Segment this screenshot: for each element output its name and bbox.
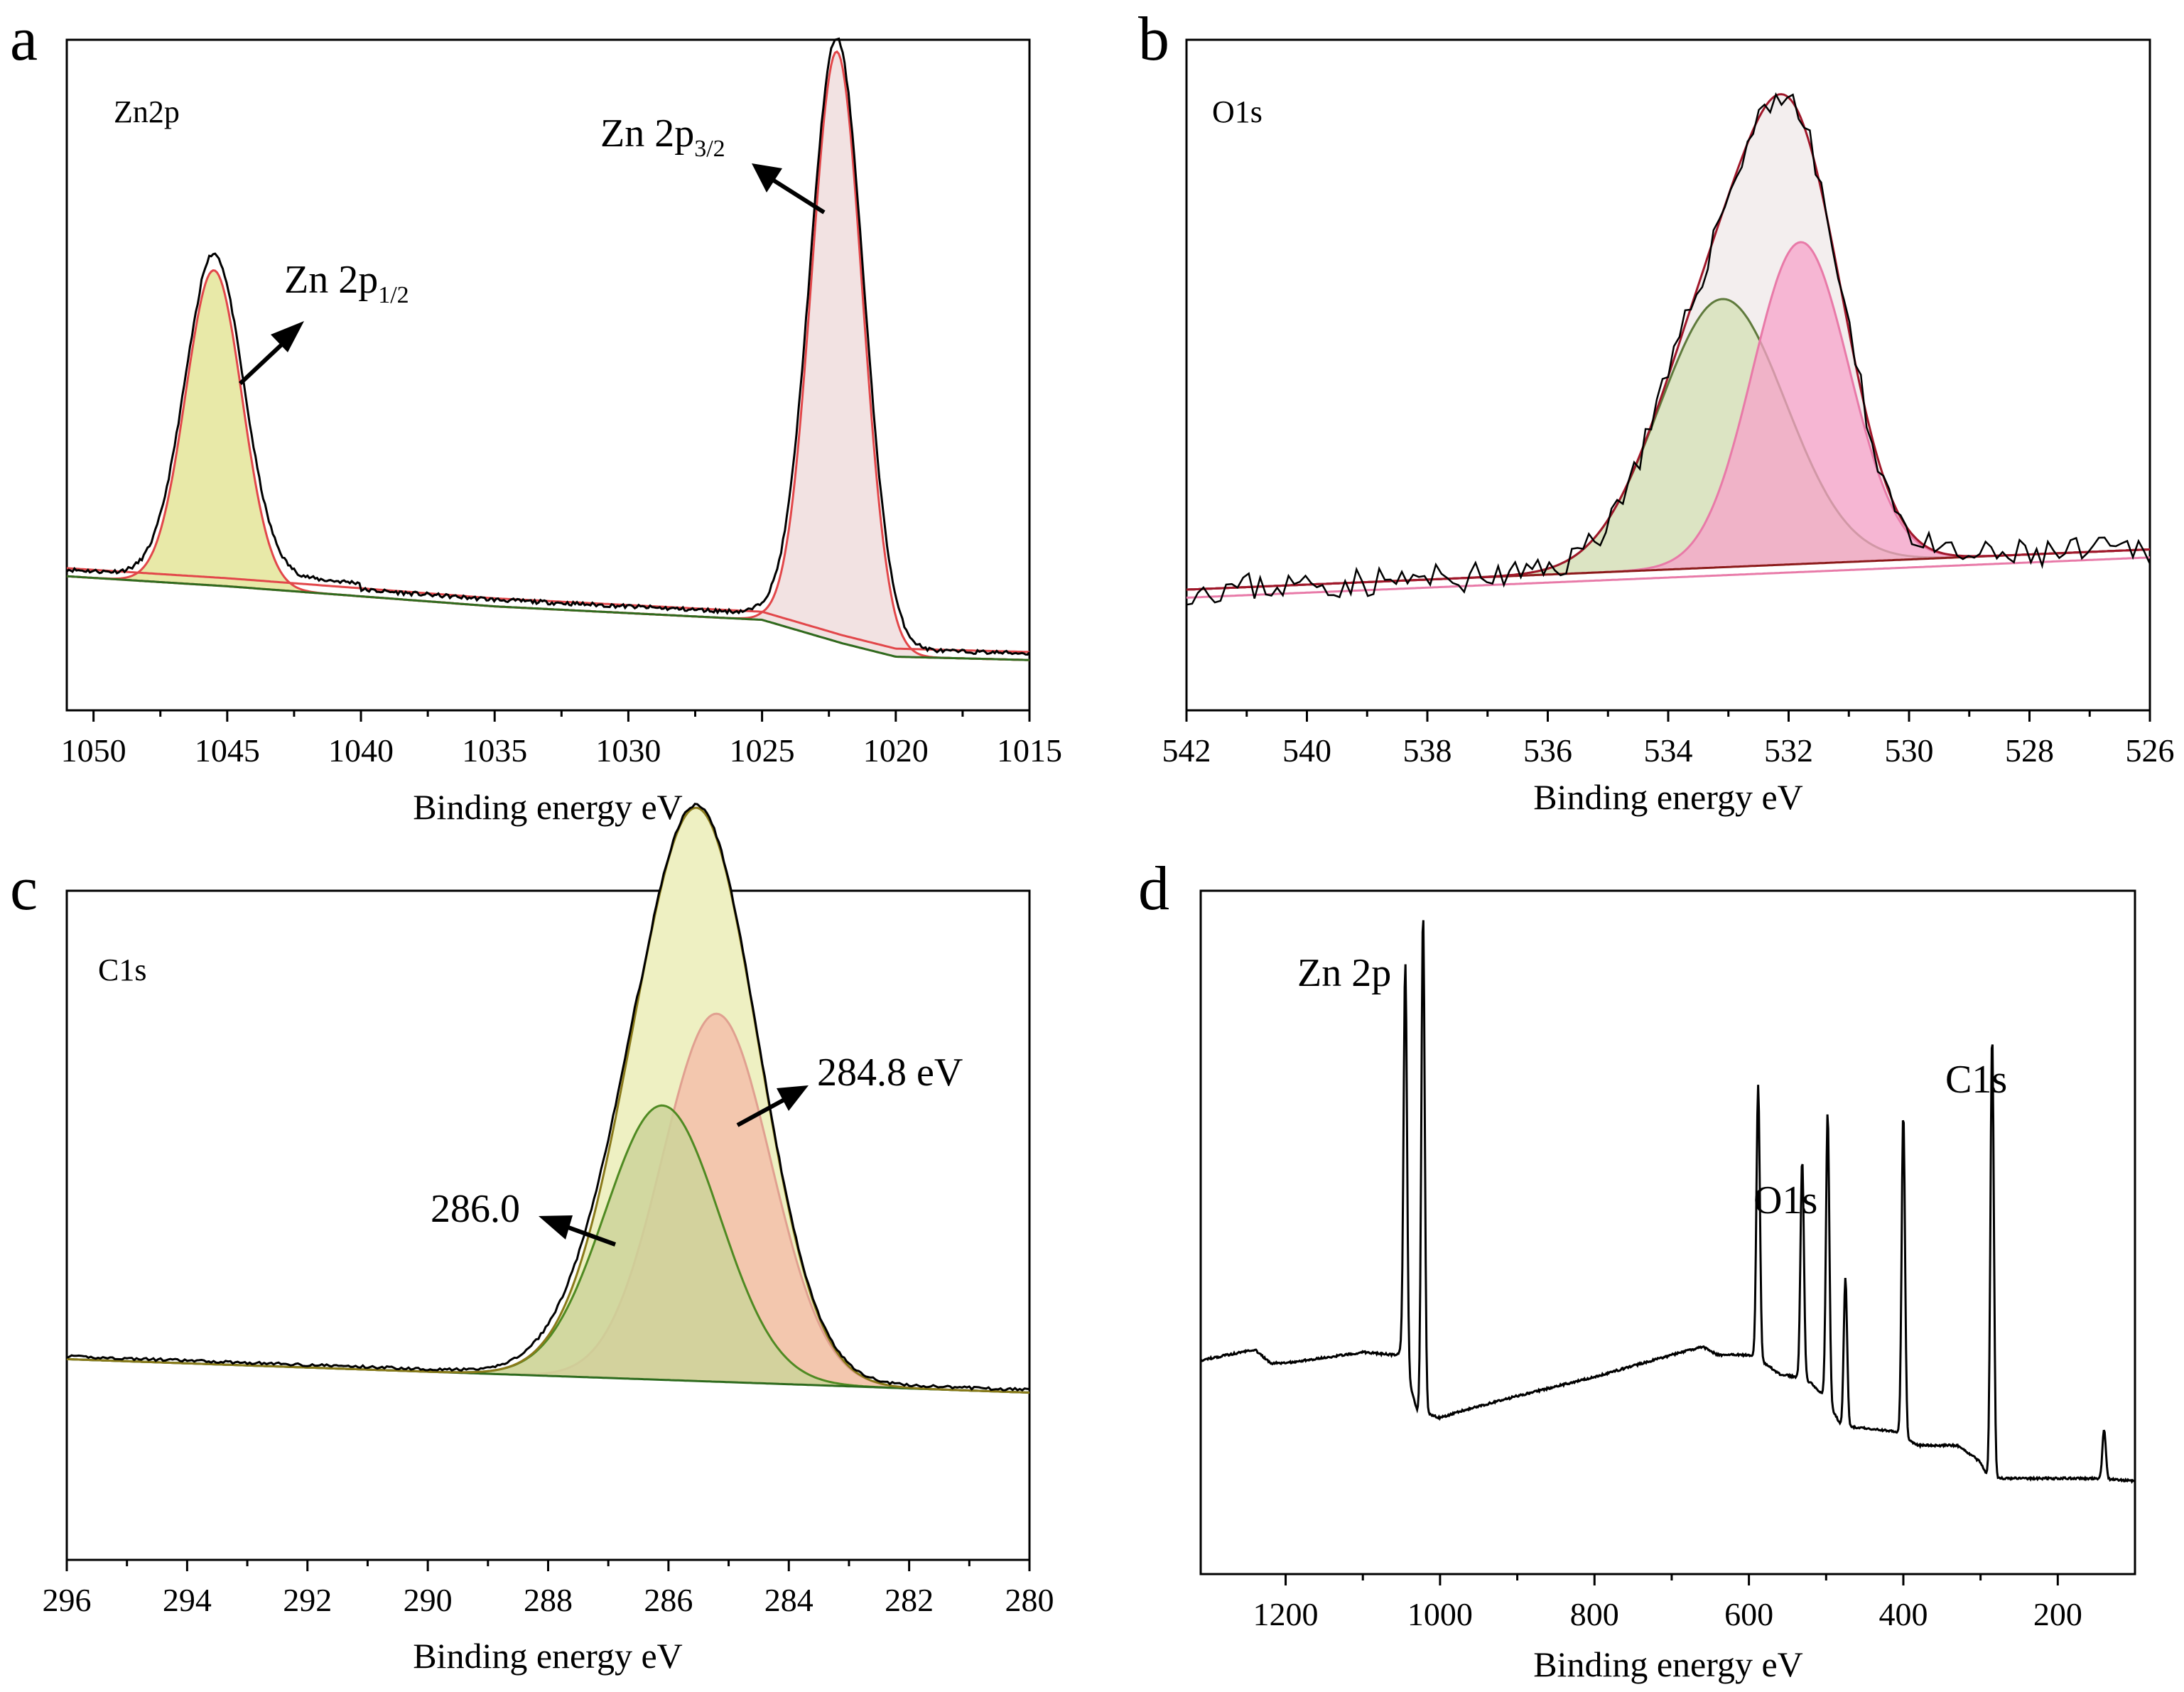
panel-c-inner-label: C1s [98,953,146,987]
x-tick-label: 1020 [863,732,929,769]
panel-c-c1s: c C1s 296 294 292 290 288 286 284 282 280 Bindin… [10,803,1054,1676]
x-tick-label: 800 [1570,1596,1619,1632]
x-tick-label: 290 [404,1582,453,1618]
panel-d-xlabel: Binding energy eV [1533,1644,1803,1684]
panel-b-o1s: b O1s 542 540 538 536 534 532 530 528 526 Bindin… [1138,5,2175,817]
panel-a-xlabel: Binding energy eV [413,787,683,827]
arrow-286-line [567,1225,617,1247]
x-tick-label: 534 [1644,732,1693,769]
arrow-2848-head [777,1085,809,1111]
panel-a-annotation-zn2p32: Zn 2p3/2 [600,112,826,215]
panel-b-inner-label: O1s [1212,94,1263,129]
survey-spectrum [1199,920,2136,1485]
panel-a-ticks: 1050 1045 1040 1035 1030 1025 1020 1015 [61,710,1062,769]
panel-d-letter: d [1138,855,1169,923]
x-tick-label: 1040 [328,732,394,769]
panel-b-letter: b [1138,5,1169,74]
arrow-zn2p12-line [238,337,289,386]
c1s-component-fill-1 [67,1105,1029,1393]
panel-d-survey: d 1200 1000 800 600 400 200 Binding energy eV… [1138,855,2136,1684]
x-tick-label: 200 [2033,1596,2082,1632]
arrow-286-head [539,1215,573,1240]
panel-c-annotation-2848: 284.8 eV [736,1051,963,1127]
c1s-raw-data [66,803,1030,1392]
x-tick-label: 538 [1403,732,1452,769]
panel-c-series [66,803,1030,1394]
x-tick-label: 400 [1878,1596,1928,1632]
panel-d-series [1199,920,2136,1485]
label-zn2p32: Zn 2p3/2 [600,112,725,162]
x-tick-label: 542 [1162,732,1211,769]
c1s-component-fill-0 [67,1014,1029,1393]
x-tick-label: 294 [163,1582,212,1618]
panel-a-letter: a [10,5,38,74]
panel-c-letter: c [10,855,38,923]
x-tick-label: 292 [283,1582,332,1618]
panel-c-annotation-286: 286.0 [431,1187,617,1247]
label-2848: 284.8 eV [817,1051,963,1095]
x-tick-label: 280 [1005,1582,1054,1618]
zn-raw-data [66,37,1031,656]
x-tick-label: 536 [1523,732,1572,769]
x-tick-label: 1015 [997,732,1062,769]
x-tick-label: 1045 [195,732,260,769]
x-tick-label: 288 [524,1582,573,1618]
arrow-2848-line [736,1097,786,1127]
x-tick-label: 286 [644,1582,693,1618]
panel-a-inner-label: Zn2p [114,94,180,129]
o1s-raw-data [1186,92,2151,606]
x-tick-label: 526 [2126,732,2175,769]
panel-a-annotation-zn2p12: Zn 2p1/2 [238,258,409,386]
panel-a-frame [65,38,1031,712]
x-tick-label: 282 [885,1582,934,1618]
x-tick-label: 530 [1885,732,1934,769]
c1s-envelope-fill [67,808,1029,1393]
panel-d-frame [1199,889,2136,1576]
x-tick-label: 284 [764,1582,813,1618]
zn-background [66,575,1030,661]
x-tick-label: 532 [1764,732,1813,769]
label-286: 286.0 [431,1187,520,1231]
panel-b-xlabel: Binding energy eV [1533,777,1803,817]
x-tick-label: 540 [1282,732,1331,769]
x-tick-label: 1025 [730,732,795,769]
x-tick-label: 1000 [1407,1596,1473,1632]
arrow-zn2p12-head [271,321,304,352]
zn-background-fit [66,567,1030,654]
zn-component-fill-1 [67,51,1029,661]
panel-a-series [66,37,1031,661]
x-tick-label: 1200 [1253,1596,1319,1632]
arrow-zn2p32-line [772,178,826,215]
label-survey-o1s: O1s [1753,1178,1817,1222]
panel-c-ticks: 296 294 292 290 288 286 284 282 280 [43,1560,1054,1618]
panel-d-ticks: 1200 1000 800 600 400 200 [1253,1574,2082,1632]
arrow-zn2p32-head [752,163,782,192]
panel-c-xlabel: Binding energy eV [413,1636,683,1676]
panel-c-frame [65,889,1031,1561]
panel-b-ticks: 542 540 538 536 534 532 530 528 526 [1162,710,2175,769]
x-tick-label: 1035 [462,732,527,769]
o1s-lower-edge [1186,556,2151,599]
label-survey-zn2p: Zn 2p [1297,951,1391,995]
c1s-envelope [66,806,1030,1394]
x-tick-label: 1050 [61,732,126,769]
x-tick-label: 528 [2005,732,2054,769]
panel-a-zn2p: a Zn2p 1050 1045 1040 1035 1030 1025 1020 1015 … [10,5,1062,827]
panel-b-series [1186,92,2151,606]
x-tick-label: 1030 [595,732,661,769]
x-tick-label: 600 [1724,1596,1773,1632]
x-tick-label: 296 [43,1582,92,1618]
label-survey-c1s: C1s [1945,1058,2007,1102]
o1s-component-fill-0 [1186,299,2150,590]
label-zn2p12: Zn 2p1/2 [284,258,409,308]
